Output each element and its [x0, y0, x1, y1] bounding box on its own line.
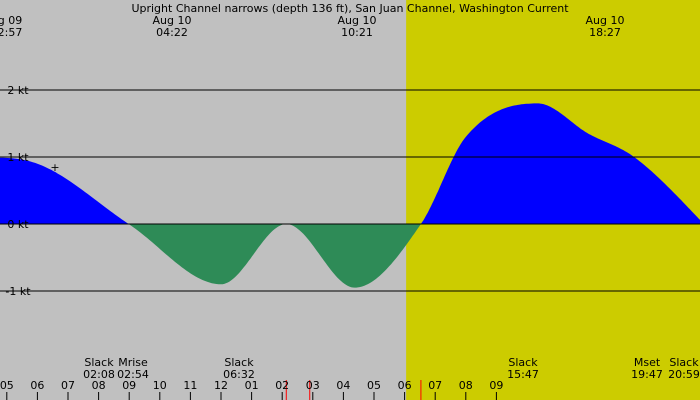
- x-tick-label-13: 12: [214, 379, 228, 392]
- ebb-area-3: [286, 224, 421, 288]
- x-tick-label-10: 09: [122, 379, 136, 392]
- flood-area-0: [0, 157, 129, 224]
- gridline-layer: 2 kt 1 kt 0 kt -1 kt +: [0, 84, 700, 298]
- event-time-5: 20:59: [668, 368, 700, 381]
- top-time-label-1: 04:22: [156, 26, 188, 39]
- x-tick-label-15: 02: [275, 379, 289, 392]
- x-tick-label-22: 09: [489, 379, 503, 392]
- chart-title: Upright Channel narrows (depth 136 ft), …: [131, 2, 569, 15]
- event-name-0: Slack: [84, 356, 114, 369]
- x-tick-label-14: 01: [245, 379, 259, 392]
- event-time-4: 19:47: [631, 368, 663, 381]
- event-name-3: Slack: [508, 356, 538, 369]
- event-time-0: 02:08: [83, 368, 115, 381]
- top-time-label-0: 2:57: [0, 26, 22, 39]
- top-time-label-2: 10:21: [341, 26, 373, 39]
- x-tick-label-21: 08: [459, 379, 473, 392]
- x-tick-label-17: 04: [336, 379, 350, 392]
- x-tick-label-8: 07: [61, 379, 75, 392]
- top-date-label-3: Aug 10: [586, 14, 625, 27]
- event-name-1: Mrise: [118, 356, 148, 369]
- x-tick-label-20: 07: [428, 379, 442, 392]
- event-name-5: Slack: [669, 356, 699, 369]
- top-date-label-0: g 09: [0, 14, 22, 27]
- flood-area-4: [420, 103, 700, 224]
- event-name-2: Slack: [224, 356, 254, 369]
- x-tick-label-7: 06: [30, 379, 44, 392]
- x-tick-label-11: 10: [153, 379, 167, 392]
- x-tick-label-16: 03: [306, 379, 320, 392]
- top-date-label-1: Aug 10: [153, 14, 192, 27]
- event-name-4: Mset: [634, 356, 661, 369]
- current-area-layer: [0, 103, 700, 288]
- y-tick-label-3: -1 kt: [5, 285, 31, 298]
- event-labels-layer: Slack02:08Mrise02:54Slack06:32Slack15:47…: [83, 356, 700, 400]
- x-tick-label-12: 11: [183, 379, 197, 392]
- x-axis-layer: 1112010203040506070809101112010203040506…: [0, 379, 503, 400]
- event-time-1: 02:54: [117, 368, 149, 381]
- ebb-area-1: [128, 224, 287, 285]
- y-tick-label-1: 1 kt: [7, 151, 29, 164]
- x-tick-label-18: 05: [367, 379, 381, 392]
- x-tick-label-9: 08: [92, 379, 106, 392]
- x-tick-label-19: 06: [398, 379, 412, 392]
- y-tick-label-2: 0 kt: [7, 218, 29, 231]
- top-time-label-3: 18:27: [589, 26, 621, 39]
- event-time-3: 15:47: [507, 368, 539, 381]
- plus-marker: +: [50, 161, 59, 174]
- top-date-label-2: Aug 10: [338, 14, 377, 27]
- event-time-2: 06:32: [223, 368, 255, 381]
- y-tick-label-0: 2 kt: [7, 84, 29, 97]
- x-tick-label-6: 05: [0, 379, 14, 392]
